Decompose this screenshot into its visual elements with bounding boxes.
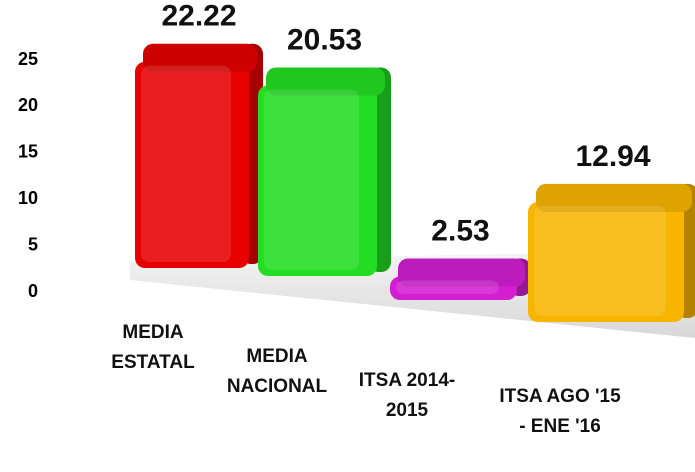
bar-top: [266, 67, 385, 96]
x-tick-label: ITSA 2014-2015: [358, 370, 456, 421]
y-tick-label: 0: [28, 281, 38, 301]
bar-top: [536, 183, 692, 212]
bar-highlight: [141, 65, 231, 262]
bar-top: [143, 43, 257, 72]
value-label: 12.94: [575, 140, 650, 173]
y-tick-label: 15: [18, 142, 38, 162]
bar-front: [258, 85, 377, 276]
bar-front: [135, 61, 249, 268]
y-tick-label: 25: [18, 49, 38, 69]
value-label: 2.53: [431, 214, 489, 247]
bar-top: [398, 258, 525, 287]
y-tick-label: 20: [18, 95, 38, 115]
bar-highlight: [534, 205, 666, 316]
bar: [258, 67, 391, 276]
y-tick-label: 10: [18, 188, 38, 208]
value-label: 22.22: [161, 0, 236, 33]
x-tick-label: MEDIA ESTATAL: [111, 322, 195, 373]
bar: [135, 43, 263, 268]
x-tick-label: MEDIA NACIONAL: [226, 346, 328, 397]
x-tick-label: ITSA AGO '15 - ENE '16: [499, 386, 621, 437]
bar: [528, 183, 695, 322]
bar-front: [528, 201, 684, 322]
value-label: 20.53: [287, 23, 362, 56]
y-tick-label: 5: [28, 234, 38, 254]
bar-highlight: [264, 89, 359, 270]
bar: [390, 258, 531, 300]
bar-highlight: [396, 280, 499, 294]
